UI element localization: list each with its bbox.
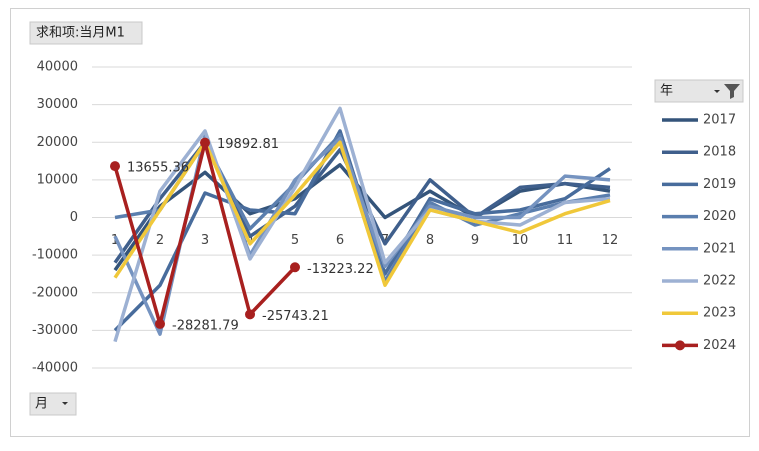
dropdown-arrow — [714, 90, 720, 93]
dropdown-arrow — [62, 402, 68, 405]
legend-label: 2020 — [703, 209, 736, 224]
series-line — [113, 140, 611, 287]
series-line — [113, 106, 611, 343]
y-tick-label: -10000 — [32, 248, 78, 263]
point-marker — [245, 309, 255, 320]
y-tick-label: 20000 — [37, 135, 78, 150]
y-tick-label: 0 — [70, 210, 78, 225]
legend-label: 2021 — [703, 241, 736, 256]
data-label: 13655.36 — [127, 161, 189, 176]
x-tick-label: 3 — [201, 233, 209, 248]
legend-marker — [675, 340, 685, 351]
legend-field-label: 年 — [660, 84, 673, 99]
y-tick-label: -30000 — [32, 323, 78, 338]
y-tick-label: 30000 — [37, 97, 78, 112]
x-tick-label: 10 — [512, 233, 529, 248]
value-field-button[interactable] — [29, 21, 143, 45]
data-label: -13223.22 — [307, 262, 374, 277]
chart-frame — [10, 8, 750, 437]
y-tick-label: -40000 — [32, 361, 78, 376]
filter-icon — [724, 84, 740, 99]
data-label: -25743.21 — [262, 309, 329, 324]
x-tick-label: 12 — [602, 233, 619, 248]
x-tick-label: 2 — [156, 233, 164, 248]
y-tick-label: 10000 — [37, 172, 78, 187]
legend-label: 2022 — [703, 274, 736, 289]
axis-field-label: 月 — [35, 397, 48, 412]
legend-label: 2018 — [703, 145, 736, 160]
data-label: 19892.81 — [217, 137, 279, 152]
legend-field-button[interactable] — [654, 79, 744, 103]
data-label: -28281.79 — [172, 318, 239, 333]
axis-field-button[interactable] — [29, 392, 77, 416]
legend-label: 2023 — [703, 306, 736, 321]
point-marker — [200, 137, 210, 148]
point-marker — [110, 161, 120, 172]
legend-label: 2017 — [703, 113, 736, 128]
value-field-label: 求和项:当月M1 — [36, 26, 125, 41]
y-tick-label: -20000 — [32, 285, 78, 300]
x-tick-label: 6 — [336, 233, 344, 248]
legend-label: 2024 — [703, 338, 736, 353]
x-tick-label: 8 — [426, 233, 434, 248]
point-marker — [155, 318, 165, 329]
y-tick-label: 40000 — [37, 60, 78, 75]
x-tick-label: 11 — [557, 233, 574, 248]
x-tick-label: 9 — [471, 233, 479, 248]
x-tick-label: 5 — [291, 233, 299, 248]
legend-label: 2019 — [703, 177, 736, 192]
point-marker — [290, 262, 300, 273]
